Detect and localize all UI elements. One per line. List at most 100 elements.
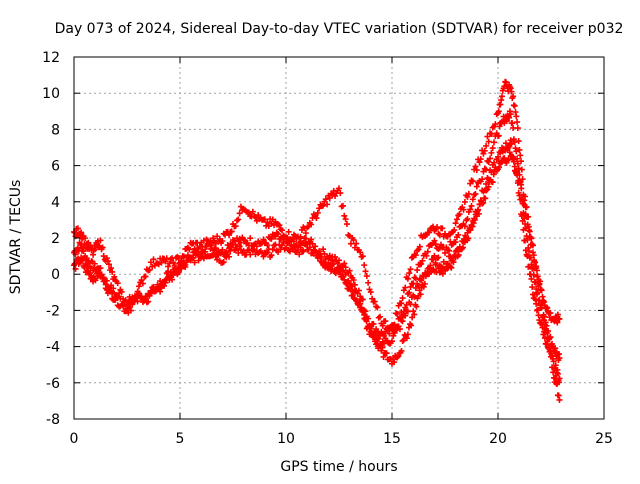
data-point [474,207,481,214]
data-points [71,78,563,403]
data-point [424,248,431,255]
data-point [399,295,406,302]
data-point [517,152,524,159]
data-point [158,259,165,266]
data-point [247,235,254,242]
data-point [336,257,342,264]
data-point [447,263,454,270]
data-point [549,364,556,371]
data-point [350,236,357,243]
data-point [507,111,514,118]
data-point [519,176,526,183]
y-axis-label: SDTVAR / TECUs [8,180,24,295]
data-point [398,300,405,307]
data-point [120,302,127,309]
y-tick-label: 6 [51,159,60,175]
data-point [367,328,374,335]
data-point [508,88,515,95]
data-point [453,247,460,254]
data-point [413,303,420,310]
data-point [171,262,178,269]
data-point [408,322,415,329]
data-point [448,264,455,271]
data-point [86,270,93,277]
data-point [510,93,517,100]
data-point [191,259,198,266]
data-point [495,108,502,115]
data-point [147,287,154,294]
data-point [518,166,525,173]
data-point [361,262,368,269]
data-point [469,223,476,230]
data-point [556,355,563,362]
data-point [529,284,536,291]
data-point [522,193,529,200]
data-point [357,249,364,256]
data-point [391,321,398,328]
data-point [349,292,356,299]
data-point [165,268,172,275]
data-point [326,195,333,202]
data-point [85,239,92,246]
data-point [510,158,517,165]
data-point [529,249,536,256]
data-point [547,310,554,317]
data-point [442,249,448,256]
data-point [360,309,367,316]
data-point [412,252,419,259]
data-point [347,286,354,293]
data-point [290,244,297,251]
data-point [308,236,315,243]
data-point [411,311,418,318]
data-point [487,155,494,162]
data-point [469,196,476,203]
y-tick-label: -2 [46,303,60,319]
data-point [320,246,327,253]
data-point [527,254,534,261]
data-point [460,206,467,213]
data-point [99,244,106,251]
data-point [475,210,482,217]
data-point [544,333,551,340]
data-point [226,253,233,260]
data-point [146,267,153,274]
data-point [162,258,169,265]
data-point [554,319,561,326]
data-point [514,168,521,175]
x-tick-label: 0 [70,431,79,447]
data-point [461,198,468,205]
data-point [472,163,479,170]
data-point [276,222,283,229]
data-point [336,185,342,192]
data-point [275,231,282,238]
data-point [416,243,423,250]
data-point [485,158,492,165]
data-point [533,263,540,270]
data-point [340,273,347,280]
data-point [419,257,426,264]
data-point [519,197,526,204]
data-point [329,261,336,268]
data-point [153,287,160,294]
data-point [504,157,511,164]
data-point [480,199,487,206]
data-point [554,381,561,388]
data-point [127,307,134,314]
data-point [467,227,474,234]
data-point [114,280,121,287]
data-point [472,190,479,197]
data-point [138,293,145,300]
data-point [495,132,502,139]
data-point [410,308,417,315]
data-point [483,187,490,194]
data-point [506,149,513,156]
data-point [543,327,550,334]
data-point [514,119,521,126]
y-tick-label: 0 [51,267,60,283]
data-point [514,125,521,132]
data-point [226,232,233,239]
data-point [100,253,107,260]
data-point [378,347,385,354]
